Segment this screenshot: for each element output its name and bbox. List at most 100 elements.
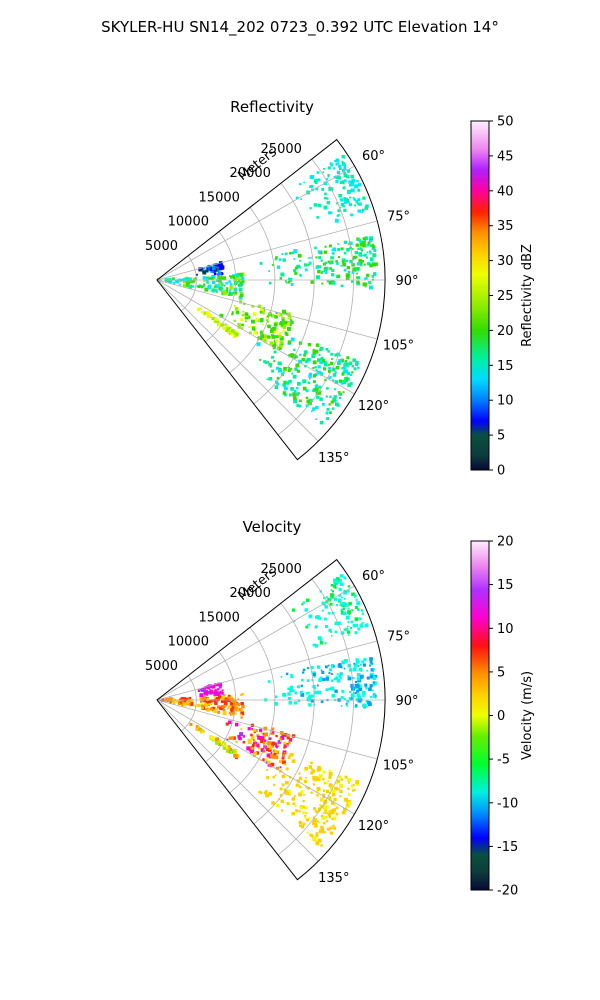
velocity-echo-gate bbox=[335, 806, 339, 810]
reflectivity-echo-gate bbox=[214, 271, 216, 274]
velocity-echo-gate bbox=[343, 590, 348, 595]
velocity-echo-gate bbox=[209, 689, 213, 693]
reflectivity-echo-gate bbox=[185, 282, 190, 286]
reflectivity-echo-gate bbox=[238, 295, 243, 300]
velocity-echo-gate bbox=[340, 695, 344, 699]
velocity-echo-gate bbox=[221, 692, 224, 695]
reflectivity-echo-gate bbox=[322, 262, 326, 266]
reflectivity-echo-gate bbox=[203, 280, 205, 283]
reflectivity-echo-gate bbox=[303, 181, 305, 184]
reflectivity-echo-gate bbox=[270, 328, 273, 330]
reflectivity-echo-gate bbox=[218, 283, 222, 287]
velocity-echo-gate bbox=[338, 674, 342, 678]
velocity-echo-gate bbox=[181, 699, 184, 702]
velocity-echo-gate bbox=[237, 735, 241, 739]
reflectivity-echo-gate bbox=[202, 267, 205, 270]
reflectivity-echo-gate bbox=[262, 312, 265, 315]
velocity-echo-gate bbox=[339, 676, 342, 680]
velocity-range-ring bbox=[229, 627, 276, 794]
velocity-echo-gate bbox=[188, 699, 192, 703]
velocity-azimuth-tick-label: 135° bbox=[318, 871, 349, 886]
velocity-echo-gate bbox=[312, 672, 316, 676]
reflectivity-echo-gate bbox=[287, 327, 291, 331]
velocity-echo-gate bbox=[302, 811, 306, 815]
reflectivity-echo-gate bbox=[233, 319, 236, 323]
velocity-range-ring bbox=[253, 602, 315, 825]
reflectivity-echo-gate bbox=[220, 323, 224, 327]
velocity-echo-gate bbox=[333, 797, 337, 802]
velocity-echo-gate bbox=[308, 765, 313, 769]
velocity-echo-gate bbox=[287, 756, 291, 759]
reflectivity-echo-gate bbox=[293, 389, 297, 393]
reflectivity-echo-gate bbox=[332, 167, 336, 170]
reflectivity-echo-gate bbox=[293, 269, 297, 273]
velocity-echo-gate bbox=[327, 664, 330, 667]
reflectivity-echo-gate bbox=[335, 162, 339, 166]
velocity-echo-gate bbox=[207, 699, 211, 703]
reflectivity-echo-gate bbox=[357, 247, 360, 251]
velocity-echo-gate bbox=[330, 584, 334, 587]
velocity-echo-gate bbox=[325, 816, 328, 819]
reflectivity-echo-gate bbox=[290, 387, 294, 391]
velocity-echo-gate bbox=[315, 832, 319, 836]
figure-title: SKYLER-HU SN14_202 0723_0.392 UTC Elevat… bbox=[101, 18, 499, 37]
velocity-echo-gate bbox=[264, 757, 269, 762]
reflectivity-echo-gate bbox=[305, 404, 309, 408]
reflectivity-echo-gate bbox=[362, 243, 366, 248]
reflectivity-echo-gate bbox=[315, 187, 319, 191]
velocity-echo-gate bbox=[308, 817, 311, 820]
reflectivity-echo-gate bbox=[365, 256, 368, 259]
reflectivity-echo-gate bbox=[342, 366, 347, 370]
velocity-echo-gate bbox=[305, 806, 308, 810]
reflectivity-echo-gate bbox=[343, 179, 347, 183]
velocity-echo-gate bbox=[328, 815, 331, 819]
velocity-echo-gate bbox=[262, 758, 266, 762]
velocity-echo-gate bbox=[310, 834, 314, 838]
reflectivity-azimuth-gridline bbox=[156, 220, 378, 281]
velocity-echo-gate bbox=[343, 598, 346, 600]
velocity-echo-gate bbox=[218, 740, 221, 743]
velocity-echo-gate bbox=[335, 782, 338, 785]
velocity-echo-gate bbox=[338, 598, 342, 602]
velocity-echo-gate bbox=[355, 658, 359, 662]
reflectivity-echo-gate bbox=[308, 257, 310, 259]
velocity-echo-gate bbox=[322, 678, 326, 682]
reflectivity-echo-gate bbox=[344, 360, 348, 363]
velocity-echo-gate bbox=[364, 683, 368, 687]
reflectivity-echo-gate bbox=[251, 304, 255, 308]
reflectivity-echo-gate bbox=[238, 284, 240, 286]
velocity-echo-gate bbox=[170, 698, 173, 701]
velocity-echo-gate bbox=[321, 671, 325, 674]
reflectivity-echo-gate bbox=[299, 259, 301, 262]
reflectivity-echo-gate bbox=[364, 285, 367, 288]
velocity-echo-gate bbox=[172, 698, 177, 703]
velocity-echo-gate bbox=[316, 790, 319, 793]
reflectivity-echo-gate bbox=[213, 286, 216, 288]
reflectivity-echo-gate bbox=[334, 353, 338, 357]
reflectivity-echo-gate bbox=[275, 256, 278, 259]
reflectivity-echo-gate bbox=[372, 243, 374, 246]
reflectivity-echo-gate bbox=[296, 369, 300, 373]
reflectivity-panel: Reflectivity 5000 10000 15000 20000 25000 60°… bbox=[145, 98, 535, 479]
reflectivity-echo-gate bbox=[272, 326, 276, 331]
velocity-echo-gate bbox=[373, 692, 376, 695]
reflectivity-echo-gate bbox=[231, 311, 234, 314]
reflectivity-echo-gate bbox=[222, 289, 226, 294]
velocity-echo-gate bbox=[214, 684, 217, 687]
velocity-echo-gate bbox=[334, 803, 337, 806]
velocity-range-ring bbox=[277, 578, 354, 856]
velocity-echo-gate bbox=[357, 696, 361, 700]
reflectivity-echo-gate bbox=[285, 312, 289, 315]
reflectivity-echo-gate bbox=[291, 372, 294, 375]
reflectivity-echo-gate bbox=[279, 337, 282, 340]
velocity-echo-gate bbox=[353, 789, 356, 792]
reflectivity-echo-gate bbox=[287, 280, 291, 284]
reflectivity-echo-gate bbox=[214, 263, 217, 266]
reflectivity-echo-gate bbox=[361, 208, 365, 212]
reflectivity-echo-gate bbox=[231, 312, 234, 316]
reflectivity-echo-gate bbox=[362, 196, 366, 200]
velocity-echo-gate bbox=[324, 809, 327, 811]
velocity-echo-gate bbox=[323, 831, 326, 834]
velocity-echo-gate bbox=[339, 784, 343, 788]
reflectivity-echo-gate bbox=[200, 285, 204, 289]
